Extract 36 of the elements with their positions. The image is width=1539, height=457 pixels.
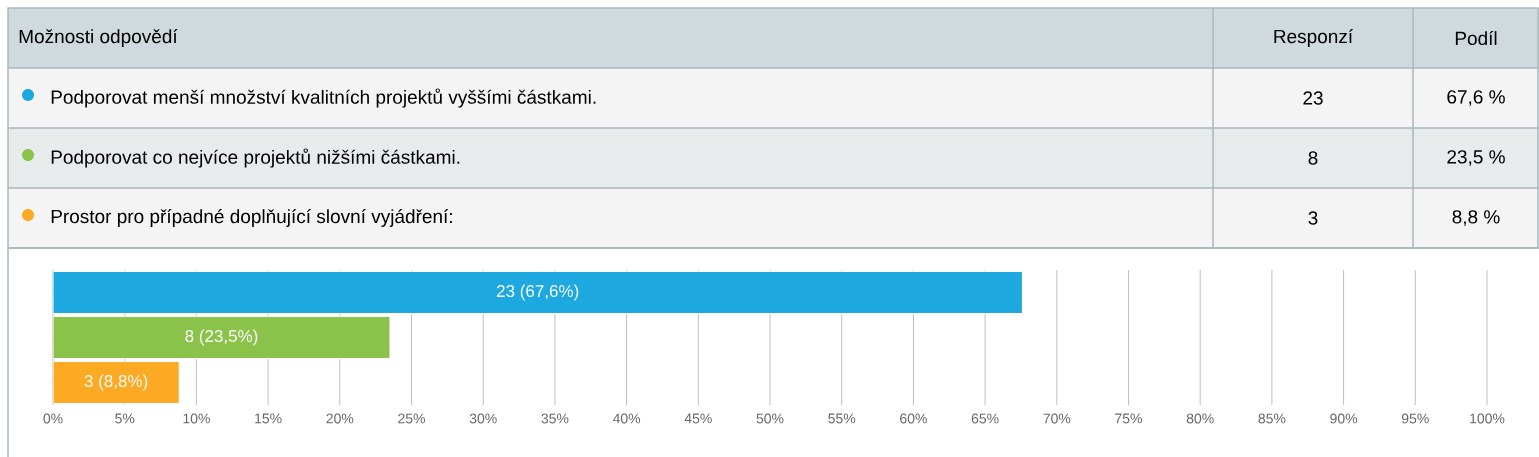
x-tick-label: 100%: [1470, 413, 1505, 424]
x-tick-label: 95%: [1401, 413, 1429, 424]
x-tick-label: 90%: [1330, 413, 1358, 424]
x-tick-label: 45%: [684, 413, 712, 424]
x-tick-label: 65%: [971, 413, 999, 424]
data-label: 3 (8,8%): [84, 374, 148, 391]
text: 8,8 %: [1452, 210, 1500, 226]
x-tick-label: 60%: [900, 413, 927, 424]
x-tick-label: 40%: [612, 413, 641, 424]
x-tick-label: 10%: [183, 413, 210, 424]
x-tick-label: 0%: [43, 413, 63, 424]
text: 23: [1303, 91, 1323, 105]
x-tick-label: 25%: [398, 413, 426, 424]
legend-label: Podporovat co nejvíce projektů nižšími částkami.: [51, 148, 460, 168]
text: 8: [1308, 151, 1318, 165]
x-tick-label: 35%: [541, 413, 569, 424]
text: 23,5 %: [1447, 150, 1505, 166]
x-tick-label: 15%: [255, 413, 282, 424]
data-label: 8 (23,5%): [185, 329, 258, 346]
legend-label: Podporovat menší množství kvalitních projektů vyššími částkami.: [51, 88, 596, 108]
text: 67,6 %: [1447, 90, 1505, 106]
x-tick-label: 55%: [828, 413, 856, 424]
text: Responzí: [1274, 29, 1354, 47]
data-label: 23 (67,6%): [496, 284, 579, 301]
text: 3: [1308, 211, 1318, 225]
x-tick-label: 75%: [1115, 413, 1143, 424]
x-tick-label: 50%: [756, 413, 784, 424]
legend-label: Prostor pro případné doplňující slovní vyjádření:: [51, 209, 452, 227]
text: Možnosti odpovědí: [19, 29, 178, 47]
x-tick-label: 85%: [1258, 413, 1286, 424]
x-tick-label: 5%: [115, 413, 135, 424]
x-tick-label: 30%: [469, 413, 497, 424]
x-tick-label: 20%: [326, 413, 354, 424]
x-tick-label: 70%: [1043, 413, 1071, 424]
text: Podíl: [1455, 30, 1497, 46]
x-tick-label: 80%: [1186, 413, 1214, 424]
